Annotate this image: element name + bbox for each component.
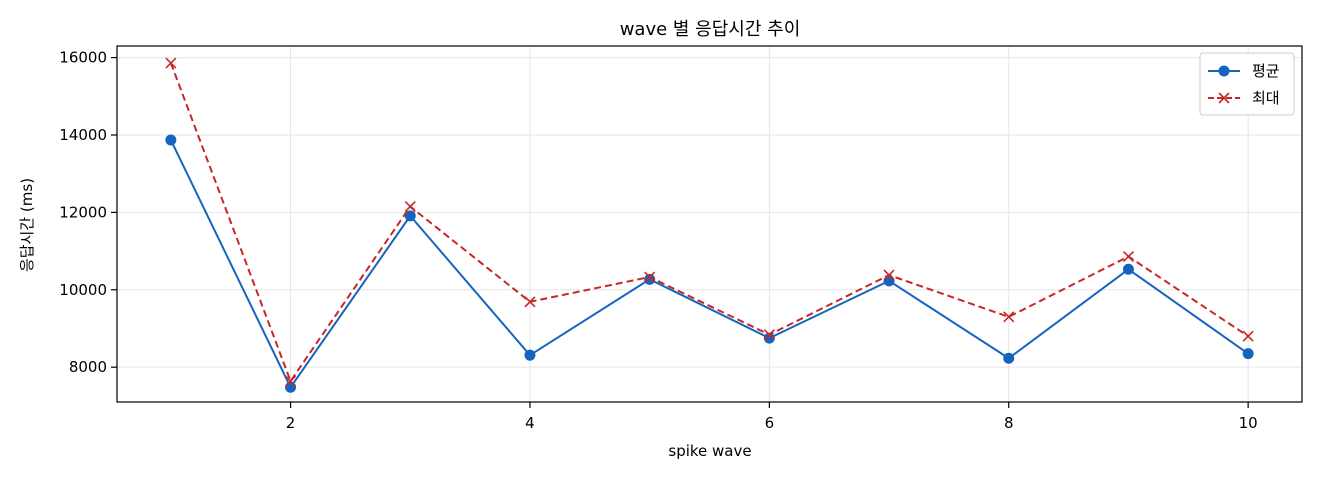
data-point (285, 381, 297, 393)
plot-frame (116, 45, 1303, 403)
y-tick-label: 14000 (59, 126, 107, 144)
legend-box (1199, 52, 1295, 116)
data-point (883, 269, 895, 281)
data-point (524, 349, 536, 361)
data-point (165, 134, 177, 146)
legend-label: 최대 (1252, 89, 1280, 107)
data-point (1003, 311, 1015, 323)
data-point (1242, 348, 1254, 360)
x-tick-label: 8 (1004, 414, 1014, 432)
data-point (644, 271, 656, 283)
data-point (165, 57, 177, 69)
legend-item: 평균 (1208, 62, 1280, 80)
data-point (1242, 330, 1254, 342)
y-tick-label: 12000 (59, 203, 107, 221)
data-point (1122, 263, 1134, 275)
data-point (524, 296, 536, 308)
chart-title: wave 별 응답시간 추이 (620, 19, 801, 40)
data-point (1122, 250, 1135, 263)
x-tick-label: 2 (286, 414, 296, 432)
y-tick-label: 10000 (59, 281, 107, 299)
series-line (169, 139, 1249, 389)
y-axis-label: 응답시간 (ms) (18, 178, 36, 272)
data-point (644, 273, 656, 285)
data-point (763, 332, 775, 344)
data-point (404, 210, 416, 222)
x-axis-label: spike wave (668, 442, 751, 460)
data-point (1003, 352, 1015, 364)
y-tick-label: 16000 (59, 49, 107, 67)
legend-item: 최대 (1208, 89, 1280, 107)
x-tick-label: 4 (525, 414, 535, 432)
legend-marker (1218, 92, 1230, 104)
data-series (165, 57, 1254, 393)
series-2 (165, 57, 1254, 387)
series-line (169, 62, 1249, 383)
x-tick-label: 6 (765, 414, 775, 432)
legend-marker (1218, 65, 1230, 77)
y-tick-label: 8000 (69, 358, 107, 376)
data-point (404, 201, 416, 213)
grid-lines (117, 46, 1302, 402)
axes: 2 4 6 8 10 8000 10000 12000 14000 16000 (59, 45, 1303, 432)
series-1 (165, 134, 1254, 393)
data-point (284, 375, 297, 387)
legend-label: 평균 (1252, 62, 1280, 80)
x-tick-label: 10 (1239, 414, 1258, 432)
data-point (763, 329, 775, 341)
